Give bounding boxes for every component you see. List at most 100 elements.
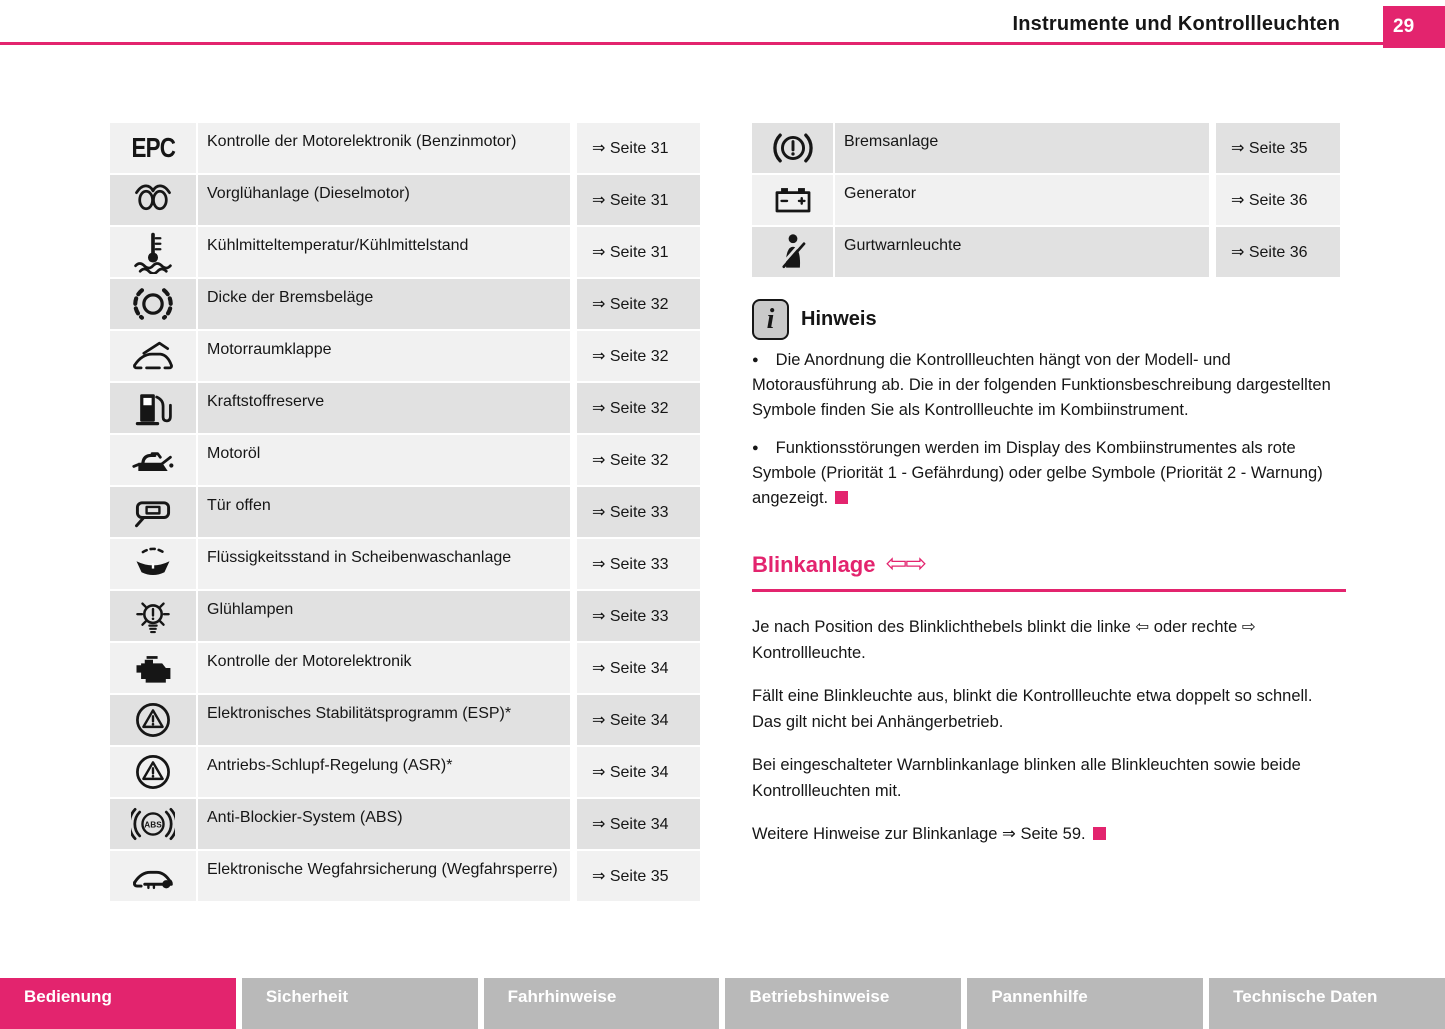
indicator-label: Elektronische Wegfahrsicherung (Wegfahr­… (207, 861, 558, 878)
table-row: Generator ⇒ Seite 36 (752, 175, 1340, 225)
table-row: Kraftstoffreserve ⇒ Seite 32 (110, 383, 700, 433)
asr-icon (110, 747, 198, 797)
indicator-table-right: Bremsanlage ⇒ Seite 35 Generator ⇒ Seite 36… (752, 123, 1340, 279)
page-reference[interactable]: ⇒ Seite 31 (570, 175, 700, 225)
indicator-label: Elektronisches Stabilitätsprogramm (ESP)… (207, 705, 512, 722)
indicator-label: Anti-Blockier-System (ABS) (207, 809, 403, 826)
epc-icon: EPC (110, 123, 198, 173)
indicator-label: Vorglühanlage (Dieselmotor) (207, 185, 410, 202)
table-row: Antriebs-Schlupf-Regelung (ASR)* ⇒ Seite … (110, 747, 700, 797)
section-rule (752, 589, 1346, 592)
table-row: Kühlmitteltemperatur/Kühlmittelstand ⇒ Se… (110, 227, 700, 277)
indicator-label: Kraftstoffreserve (207, 393, 325, 410)
indicator-label: Dicke der Bremsbeläge (207, 289, 374, 306)
glow-plug-icon (110, 175, 198, 225)
svg-text:ABS: ABS (144, 820, 162, 829)
paragraph: Fällt eine Blinkleuchte aus, blinkt die … (752, 686, 1313, 731)
immobilizer-icon (110, 851, 198, 901)
table-row: Kontrolle der Motorelektronik ⇒ Seite 34 (110, 643, 700, 693)
abs-icon: ABS (110, 799, 198, 849)
page-reference[interactable]: ⇒ Seite 31 (570, 227, 700, 277)
table-row: Elektronisches Stabilitätsprogramm (ESP)… (110, 695, 700, 745)
page-reference[interactable]: ⇒ Seite 34 (570, 643, 700, 693)
paragraph: Je nach Position des Blinklichthebels bl… (752, 617, 1256, 662)
battery-icon (752, 175, 835, 225)
paragraph: Weitere Hinweise zur Blinkanlage ⇒ Seite… (752, 821, 1346, 847)
page-reference[interactable]: ⇒ Seite 32 (570, 331, 700, 381)
page-reference[interactable]: ⇒ Seite 36 (1209, 227, 1340, 277)
footer-tab-sicherheit[interactable]: Sicherheit (241, 978, 478, 1029)
bullet-dot: ● (752, 354, 759, 366)
table-row: Motorraumklappe ⇒ Seite 32 (110, 331, 700, 381)
turn-signal-arrows-icon: ⇦⇨ (885, 548, 927, 578)
indicator-label: Motorraumklappe (207, 341, 332, 358)
indicator-label: Kontrolle der Motorelektronik (207, 653, 412, 670)
coolant-temperature-icon (110, 227, 198, 277)
engine-icon (110, 643, 198, 693)
footer-tab-betriebshinweise[interactable]: Betriebshinweise (725, 978, 962, 1029)
page-reference[interactable]: ⇒ Seite 34 (570, 695, 700, 745)
paragraph: Bei eingeschalteter Warnblinkanlage blin… (752, 755, 1301, 800)
indicator-label: Glühlampen (207, 601, 294, 618)
hinweis-section: i Hinweis ● Die Anordnung die Kontrollleu… (752, 299, 1346, 524)
page-reference[interactable]: ⇒ Seite 33 (570, 539, 700, 589)
footer-tab-bedienung[interactable]: Bedienung (0, 978, 236, 1029)
page-reference[interactable]: ⇒ Seite 32 (570, 435, 700, 485)
seatbelt-icon (752, 227, 835, 277)
washer-fluid-icon (110, 539, 198, 589)
page-reference[interactable]: ⇒ Seite 34 (570, 799, 700, 849)
section-end-marker (1092, 826, 1106, 840)
blinkanlage-section: Blinkanlage ⇦⇨ Je nach Position des Blin… (752, 548, 1346, 864)
table-row: Elektronische Wegfahrsicherung (Wegfahr­… (110, 851, 700, 901)
page-reference[interactable]: ⇒ Seite 32 (570, 383, 700, 433)
info-icon: i (752, 299, 789, 340)
indicator-table-left: EPC Kontrolle der Motorelektronik (Benzin… (110, 123, 700, 903)
footer-nav: Bedienung Sicherheit Fahrhinweise Betriebsh… (0, 978, 1445, 1029)
indicator-label: Gurtwarnleuchte (844, 237, 962, 254)
page-reference[interactable]: ⇒ Seite 33 (570, 487, 700, 537)
section-end-marker (835, 491, 849, 504)
bullet-dot: ● (752, 442, 759, 454)
indicator-label: Tür offen (207, 497, 271, 514)
page-reference[interactable]: ⇒ Seite 35 (1209, 123, 1340, 173)
esp-icon (110, 695, 198, 745)
table-row: Vorglühanlage (Dieselmotor) ⇒ Seite 31 (110, 175, 700, 225)
page-reference[interactable]: ⇒ Seite 34 (570, 747, 700, 797)
table-row: Bremsanlage ⇒ Seite 35 (752, 123, 1340, 173)
table-row: Motoröl ⇒ Seite 32 (110, 435, 700, 485)
indicator-label: Flüssigkeitsstand in Scheibenwaschanlage (207, 549, 512, 566)
table-row: Dicke der Bremsbeläge ⇒ Seite 32 (110, 279, 700, 329)
section-title: Blinkanlage (752, 551, 876, 577)
fuel-reserve-icon (110, 383, 198, 433)
table-row: ABS Anti-Blockier-System (ABS) ⇒ Seite 34 (110, 799, 700, 849)
paragraph: ● Funktionsstörungen werden im Display de… (752, 439, 1323, 507)
engine-oil-icon (110, 435, 198, 485)
footer-tab-technische-daten[interactable]: Technische Daten (1209, 978, 1445, 1029)
table-row: Gurtwarnleuchte ⇒ Seite 36 (752, 227, 1340, 277)
page-reference[interactable]: ⇒ Seite 31 (570, 123, 700, 173)
indicator-label: Motoröl (207, 445, 261, 462)
door-open-icon (110, 487, 198, 537)
page-reference[interactable]: ⇒ Seite 32 (570, 279, 700, 329)
brake-warning-icon (752, 123, 835, 173)
indicator-label: Kontrolle der Motorelektronik (Benzinmot… (207, 133, 517, 150)
table-row: Glühlampen ⇒ Seite 33 (110, 591, 700, 641)
table-row: Flüssigkeitsstand in Scheibenwaschanlage… (110, 539, 700, 589)
table-row: Tür offen ⇒ Seite 33 (110, 487, 700, 537)
indicator-label: Bremsanlage (844, 133, 939, 150)
table-row: EPC Kontrolle der Motorelektronik (Benzin… (110, 123, 700, 173)
header-rule (0, 42, 1445, 45)
paragraph: ● Die Anordnung die Kontrollleuchten häng… (752, 351, 1331, 419)
footer-tab-pannenhilfe[interactable]: Pannenhilfe (967, 978, 1204, 1029)
brake-pads-icon (110, 279, 198, 329)
indicator-label: Kühlmitteltemperatur/Kühlmittelstand (207, 237, 469, 254)
page-title: Instrumente und Kontrollleuchten (1012, 13, 1340, 35)
page-reference[interactable]: ⇒ Seite 33 (570, 591, 700, 641)
indicator-label: Antriebs-Schlupf-Regelung (ASR)* (207, 757, 453, 774)
page-reference[interactable]: ⇒ Seite 36 (1209, 175, 1340, 225)
indicator-label: Generator (844, 185, 917, 202)
hinweis-title: Hinweis (801, 308, 877, 330)
footer-tab-fahrhinweise[interactable]: Fahrhinweise (483, 978, 720, 1029)
page-reference[interactable]: ⇒ Seite 35 (570, 851, 700, 901)
